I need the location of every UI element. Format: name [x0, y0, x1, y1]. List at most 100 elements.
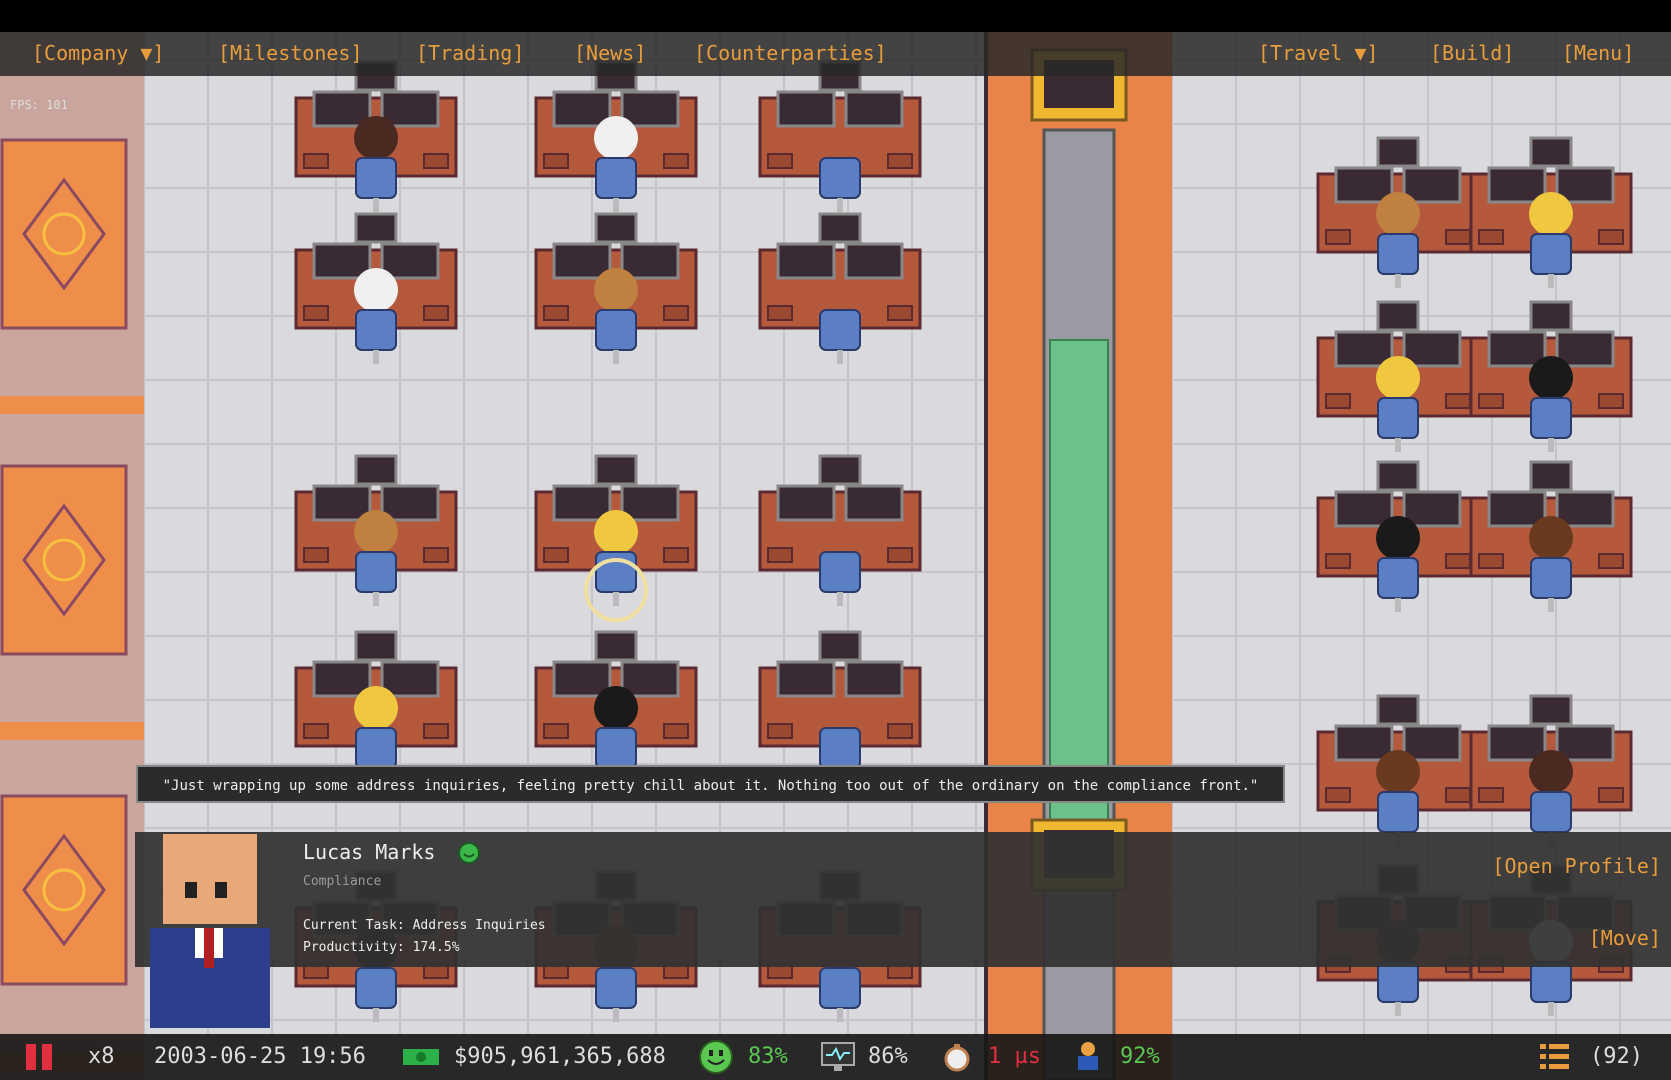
portrait-tie — [204, 928, 214, 968]
drawer — [887, 723, 913, 739]
drawer — [1478, 393, 1504, 409]
desk-pod — [294, 454, 458, 606]
desk-pod — [758, 60, 922, 212]
monitor — [844, 484, 904, 522]
menu-item[interactable]: [Trading] — [416, 41, 525, 65]
chair-base — [837, 198, 843, 212]
selection-ring — [584, 558, 648, 622]
employee-head — [1376, 356, 1420, 400]
chair-base — [373, 198, 379, 212]
rug-pattern — [42, 868, 86, 912]
chair — [819, 727, 861, 769]
drawer — [1478, 787, 1504, 803]
pause-button[interactable] — [24, 1042, 58, 1072]
chair-base — [1395, 1002, 1401, 1016]
monitor — [312, 484, 372, 522]
menu-item[interactable]: [News] — [574, 41, 647, 65]
employee-head — [1376, 516, 1420, 560]
monitor — [1402, 490, 1462, 528]
menu-item[interactable]: [Menu] — [1562, 41, 1635, 65]
monitor — [594, 212, 638, 244]
employee-head — [1376, 750, 1420, 794]
chair — [819, 551, 861, 593]
chair-base — [613, 350, 619, 364]
mood-icon — [458, 842, 480, 864]
rug-pattern — [42, 212, 86, 256]
monitor — [776, 242, 836, 280]
monitor — [312, 660, 372, 698]
employee-productivity: Productivity: 174.5% — [303, 940, 460, 955]
chair — [355, 967, 397, 1009]
desk-pod — [1316, 460, 1480, 612]
chair — [1530, 557, 1572, 599]
drawer — [1478, 553, 1504, 569]
drawer — [543, 305, 569, 321]
chair-base — [1395, 598, 1401, 612]
monitor — [552, 660, 612, 698]
chair — [1377, 961, 1419, 1003]
chair — [819, 157, 861, 199]
chair — [1377, 791, 1419, 833]
employee-head — [1529, 516, 1573, 560]
menu-item[interactable]: [Travel ▼] — [1258, 41, 1379, 65]
drawer — [1325, 553, 1351, 569]
monitor — [1555, 330, 1615, 368]
chair — [595, 727, 637, 769]
monitor — [1334, 724, 1394, 762]
chair — [819, 967, 861, 1009]
drawer — [303, 305, 329, 321]
monitor — [380, 242, 440, 280]
monitor — [594, 630, 638, 662]
drawer — [663, 153, 689, 169]
happiness-icon — [699, 1040, 733, 1074]
chair — [1377, 233, 1419, 275]
compliance: 92% — [1120, 1044, 1160, 1069]
monitor — [1555, 166, 1615, 204]
monitor — [380, 660, 440, 698]
employee-head — [354, 116, 398, 160]
menu-item[interactable]: [Counterparties] — [694, 41, 887, 65]
drawer — [423, 305, 449, 321]
desk-pod — [1469, 300, 1633, 452]
portrait-head — [163, 834, 257, 924]
chair — [595, 157, 637, 199]
monitor — [1555, 724, 1615, 762]
monitor — [1555, 490, 1615, 528]
drawer — [1445, 229, 1471, 245]
employee-head — [594, 116, 638, 160]
chair — [819, 309, 861, 351]
employee-head — [354, 686, 398, 730]
queue-icon[interactable] — [1540, 1042, 1570, 1072]
move-button[interactable]: [Move] — [1588, 926, 1661, 950]
monitor — [552, 242, 612, 280]
rug — [0, 464, 128, 656]
monitor — [620, 90, 680, 128]
employee-name: Lucas Marks — [303, 840, 436, 864]
game-datetime: 2003-06-25 19:56 — [154, 1044, 366, 1069]
drawer — [663, 547, 689, 563]
employee-head — [354, 268, 398, 312]
menu-item[interactable]: [Milestones] — [218, 41, 363, 65]
rug-pattern — [22, 177, 106, 291]
happiness: 83% — [748, 1044, 788, 1069]
employee-task: Current Task: Address Inquiries — [303, 918, 546, 933]
chair-base — [1548, 598, 1554, 612]
monitor — [380, 484, 440, 522]
chair-base — [373, 592, 379, 606]
open-profile-button[interactable]: [Open Profile] — [1492, 854, 1661, 878]
monitor — [1402, 166, 1462, 204]
employee-head — [1529, 356, 1573, 400]
desk-pod — [1469, 694, 1633, 846]
drawer — [543, 547, 569, 563]
menu-item[interactable]: [Company ▼] — [32, 41, 165, 65]
menu-item[interactable]: [Build] — [1430, 41, 1515, 65]
chair — [1530, 791, 1572, 833]
monitor — [354, 630, 398, 662]
monitor — [312, 242, 372, 280]
drawer — [423, 153, 449, 169]
employee-head — [594, 510, 638, 554]
top-bar — [0, 0, 1671, 32]
chair-base — [1395, 274, 1401, 288]
employee-head — [594, 686, 638, 730]
chair-base — [837, 1008, 843, 1022]
